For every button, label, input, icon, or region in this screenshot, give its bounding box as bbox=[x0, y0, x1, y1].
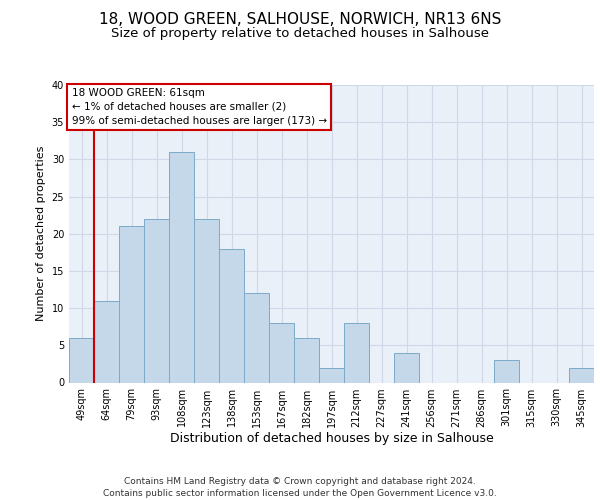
Text: 18, WOOD GREEN, SALHOUSE, NORWICH, NR13 6NS: 18, WOOD GREEN, SALHOUSE, NORWICH, NR13 … bbox=[99, 12, 501, 28]
Text: 18 WOOD GREEN: 61sqm
← 1% of detached houses are smaller (2)
99% of semi-detache: 18 WOOD GREEN: 61sqm ← 1% of detached ho… bbox=[71, 88, 327, 126]
Bar bbox=[94, 300, 119, 382]
Bar bbox=[144, 219, 169, 382]
Bar bbox=[294, 338, 319, 382]
Bar bbox=[394, 353, 419, 382]
Bar bbox=[194, 219, 219, 382]
Bar bbox=[244, 293, 269, 382]
Bar bbox=[169, 152, 194, 382]
Y-axis label: Number of detached properties: Number of detached properties bbox=[36, 146, 46, 322]
Bar bbox=[119, 226, 144, 382]
Bar bbox=[319, 368, 344, 382]
Text: Size of property relative to detached houses in Salhouse: Size of property relative to detached ho… bbox=[111, 28, 489, 40]
Bar bbox=[494, 360, 519, 382]
Bar bbox=[569, 368, 594, 382]
X-axis label: Distribution of detached houses by size in Salhouse: Distribution of detached houses by size … bbox=[170, 432, 493, 446]
Bar bbox=[269, 323, 294, 382]
Text: Contains HM Land Registry data © Crown copyright and database right 2024.
Contai: Contains HM Land Registry data © Crown c… bbox=[103, 476, 497, 498]
Bar bbox=[219, 248, 244, 382]
Bar bbox=[344, 323, 369, 382]
Bar bbox=[69, 338, 94, 382]
